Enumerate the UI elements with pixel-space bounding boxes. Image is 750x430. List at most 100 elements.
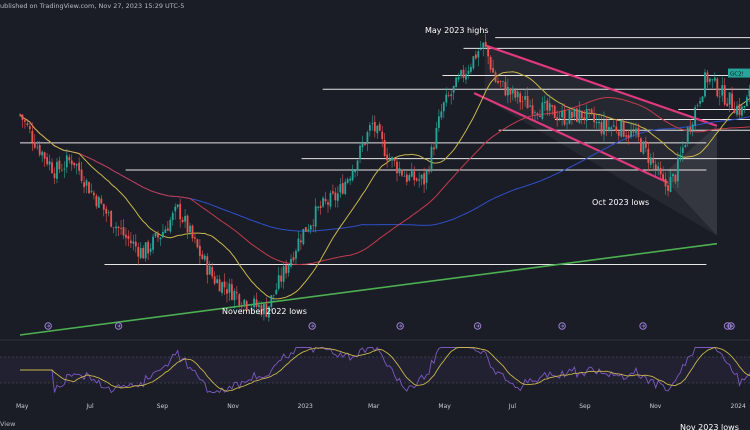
x-tick-label: Mar xyxy=(368,403,380,410)
x-tick-label: Sep xyxy=(579,403,591,410)
candle-body xyxy=(474,54,477,59)
event-marker xyxy=(473,322,482,330)
candle-body xyxy=(221,282,223,293)
candle-body xyxy=(90,190,93,193)
event-marker xyxy=(639,322,647,330)
candle-body xyxy=(280,275,283,282)
candle-body xyxy=(543,101,546,104)
candle-body xyxy=(115,226,117,229)
event-marker-circle xyxy=(727,322,735,330)
candle-body xyxy=(583,117,586,120)
candle-body xyxy=(625,135,628,137)
candle-body xyxy=(139,248,142,258)
candle-body xyxy=(519,93,522,103)
candle-body xyxy=(322,197,324,207)
candle-body xyxy=(741,106,743,116)
candle-body xyxy=(745,97,748,107)
candle-body xyxy=(31,130,34,143)
event-marker xyxy=(396,322,404,330)
candle-body xyxy=(179,203,182,220)
candle-body xyxy=(605,119,608,129)
candle-body xyxy=(516,91,519,98)
candle-body xyxy=(635,128,637,134)
candle-body xyxy=(80,169,83,181)
candle-body xyxy=(494,72,497,82)
sma-fast-line xyxy=(19,71,750,300)
candle-body xyxy=(733,109,736,114)
candle-body xyxy=(492,68,494,73)
candle-body xyxy=(401,169,403,176)
candle-body xyxy=(97,197,100,208)
candle-body xyxy=(590,109,593,114)
candle-body xyxy=(699,100,701,104)
candle-body xyxy=(277,275,280,289)
candle-body xyxy=(681,147,684,153)
candle-body xyxy=(105,208,108,214)
candle-body xyxy=(521,101,524,102)
candle-body xyxy=(125,234,127,238)
triangle-shade xyxy=(667,125,717,236)
candle-body xyxy=(48,161,51,165)
candle-body xyxy=(65,155,68,168)
candle-body xyxy=(265,304,268,317)
candle-body xyxy=(344,181,347,194)
candle-body xyxy=(260,305,263,315)
x-tick-label: 2023 xyxy=(298,403,313,410)
candle-body xyxy=(366,132,369,145)
candle-body xyxy=(203,255,206,260)
candle-body xyxy=(255,299,258,307)
candle-body xyxy=(598,121,600,124)
candle-body xyxy=(607,127,610,131)
x-tick-label: Nov xyxy=(650,403,662,410)
candle-body xyxy=(356,160,359,171)
candle-body xyxy=(117,226,120,229)
candle-body xyxy=(154,232,157,237)
candle-body xyxy=(169,219,172,232)
candle-body xyxy=(267,306,270,318)
candle-body xyxy=(465,74,467,80)
candle-body xyxy=(129,240,132,244)
candle-body xyxy=(652,158,655,163)
candle-body xyxy=(600,122,603,134)
candle-body xyxy=(272,294,275,296)
candle-body xyxy=(317,206,320,208)
footer-text: View xyxy=(0,420,16,428)
candle-body xyxy=(243,299,246,305)
candle-body xyxy=(470,66,472,72)
candle-body xyxy=(83,182,85,188)
candle-body xyxy=(218,279,221,292)
price-label: GC2! xyxy=(728,68,750,78)
candle-body xyxy=(408,175,411,181)
candle-body xyxy=(420,174,423,179)
candle-body xyxy=(637,127,640,137)
candle-body xyxy=(504,81,507,96)
candle-body xyxy=(396,161,398,174)
candle-body xyxy=(275,289,278,295)
candle-body xyxy=(60,170,63,171)
candle-body xyxy=(371,123,374,125)
event-marker xyxy=(308,322,316,330)
candle-body xyxy=(378,124,381,131)
candle-body xyxy=(622,121,625,137)
candle-body xyxy=(110,210,113,227)
candle-body xyxy=(208,265,211,275)
candle-body xyxy=(339,184,342,193)
candle-body xyxy=(24,120,26,122)
candle-body xyxy=(36,146,39,148)
candle-body xyxy=(691,124,694,130)
candle-body xyxy=(213,276,216,284)
candle-body xyxy=(307,229,310,232)
event-marker xyxy=(727,322,735,330)
candle-body xyxy=(553,105,556,119)
candle-body xyxy=(253,298,255,308)
candle-body xyxy=(245,301,248,310)
candle-body xyxy=(211,267,214,277)
candle-body xyxy=(694,107,697,126)
candle-body xyxy=(68,157,71,161)
candle-body xyxy=(748,90,750,97)
candle-body xyxy=(238,294,241,306)
candle-body xyxy=(78,162,81,171)
candle-body xyxy=(346,179,349,183)
candle-body xyxy=(263,303,265,315)
candle-body xyxy=(38,144,41,155)
